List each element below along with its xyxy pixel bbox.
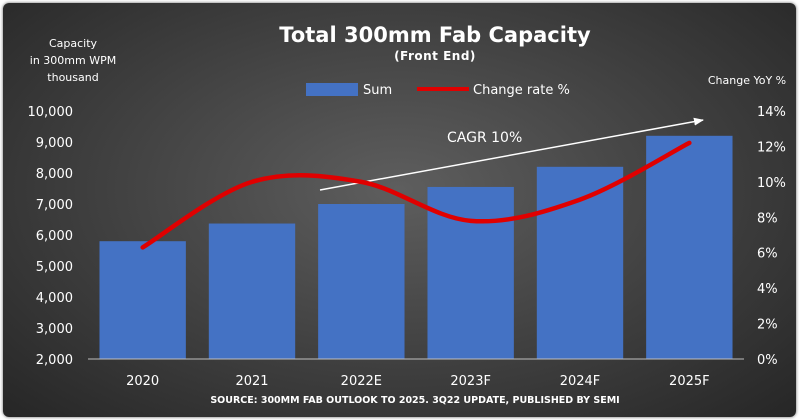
right-axis-title: Change YoY %: [708, 74, 786, 87]
bar-series-sum: [99, 135, 733, 359]
left-axis-title-line-2: in 300mm WPM: [30, 54, 116, 67]
right-tick-label: 8%: [757, 211, 778, 226]
left-tick-label: 5,000: [36, 260, 73, 275]
x-tick-label: 2025F: [669, 374, 710, 389]
x-tick-label: 2021: [235, 374, 268, 389]
chart-source-note: SOURCE: 300MM FAB OUTLOOK TO 2025. 3Q22 …: [210, 395, 619, 406]
left-tick-label: 8,000: [36, 167, 73, 182]
x-tick-label: 2020: [126, 374, 159, 389]
right-tick-label: 6%: [757, 247, 778, 262]
x-tick-label: 2024F: [560, 374, 601, 389]
chart-title: Total 300mm Fab Capacity: [279, 23, 591, 47]
bar: [318, 204, 405, 359]
bar: [536, 166, 624, 359]
x-axis-ticks: 2020 2021 2022E 2023F 2024F 2025F: [126, 374, 709, 389]
left-axis-ticks: 2,000 3,000 4,000 5,000 6,000 7,000 8,000 9,000…: [28, 105, 74, 368]
right-tick-label: 14%: [757, 105, 786, 120]
cagr-trend-arrow: [319, 117, 704, 191]
chart-svg: Total 300mm Fab Capacity (Front End) Cap…: [28, 23, 787, 406]
bar: [208, 223, 296, 359]
x-tick-label: 2023F: [450, 374, 491, 389]
bar: [99, 241, 186, 359]
right-tick-label: 0%: [757, 353, 778, 368]
left-tick-label: 4,000: [36, 291, 73, 306]
right-tick-label: 4%: [757, 282, 778, 297]
left-tick-label: 6,000: [36, 229, 73, 244]
legend-swatch-sum: [306, 83, 358, 96]
right-tick-label: 10%: [757, 176, 786, 191]
left-tick-label: 2,000: [36, 353, 73, 368]
left-axis-title-line-1: Capacity: [49, 37, 98, 50]
cagr-annotation: CAGR 10%: [447, 130, 522, 146]
line-series-change-rate: [140, 140, 692, 250]
left-tick-label: 7,000: [36, 198, 73, 213]
bar: [646, 135, 733, 359]
x-tick-label: 2022E: [341, 374, 382, 389]
chart-frame: Total 300mm Fab Capacity (Front End) Cap…: [3, 3, 796, 417]
right-tick-label: 2%: [757, 318, 778, 333]
legend-label-change-rate: Change rate %: [473, 83, 570, 98]
left-axis-title-line-3: thousand: [47, 71, 98, 84]
left-tick-label: 3,000: [36, 322, 73, 337]
chart-subtitle: (Front End): [394, 49, 476, 63]
right-tick-label: 12%: [757, 140, 786, 155]
legend-label-sum: Sum: [363, 83, 392, 98]
left-tick-label: 9,000: [36, 136, 73, 151]
left-tick-label: 10,000: [28, 105, 74, 120]
right-axis-ticks: 0% 2% 4% 6% 8% 10% 12% 14%: [757, 105, 786, 368]
